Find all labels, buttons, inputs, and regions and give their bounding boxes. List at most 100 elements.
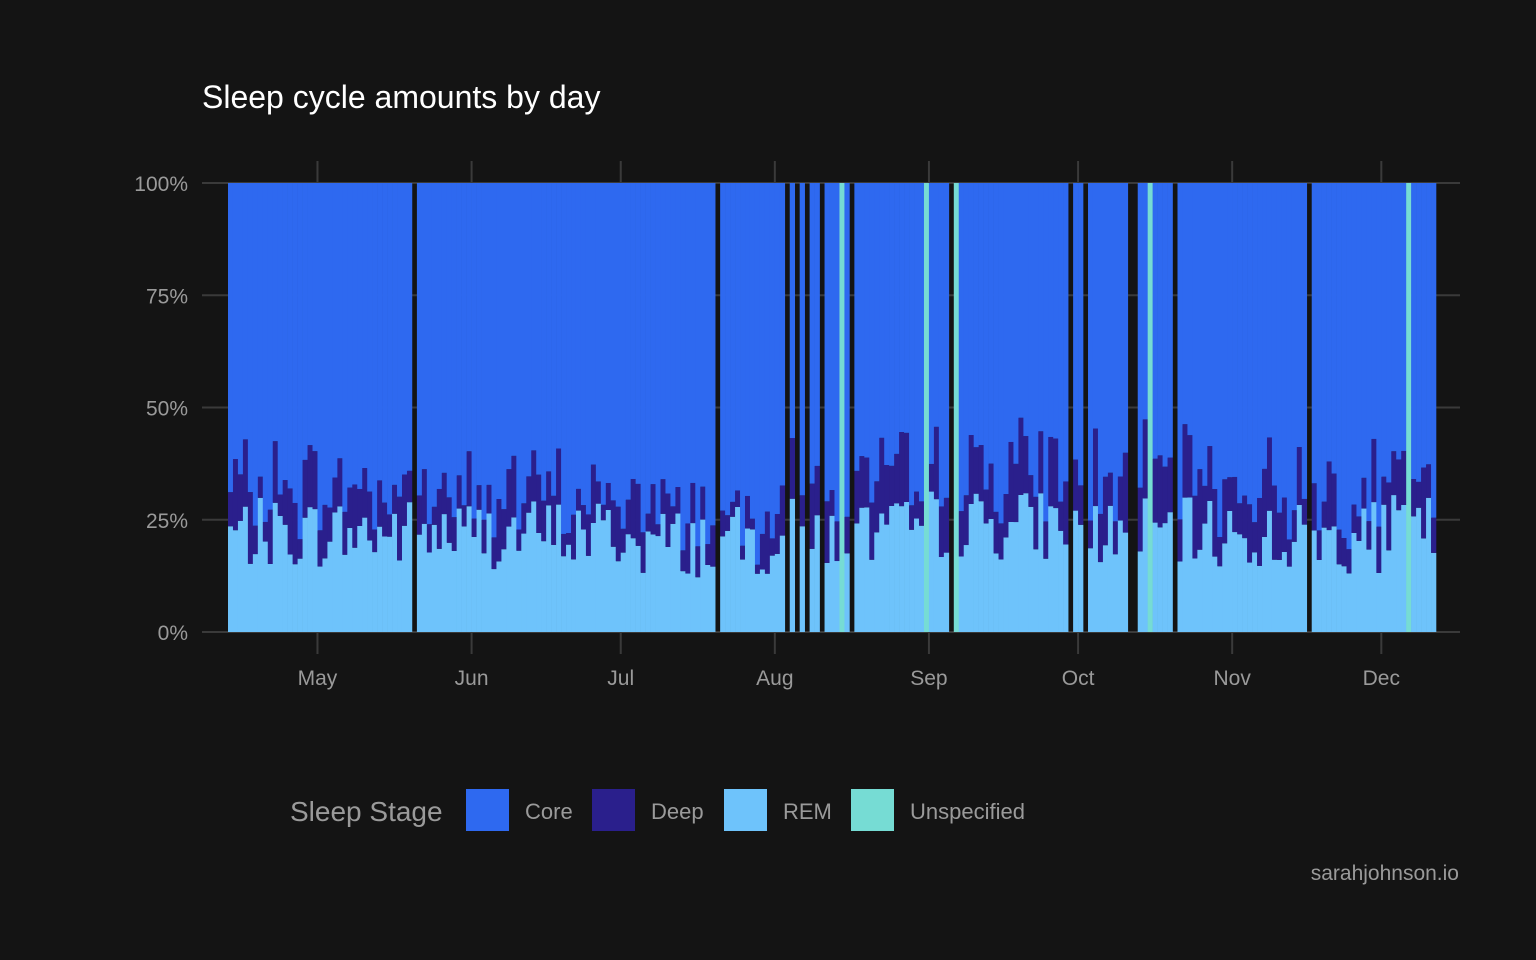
bar-core [571, 183, 577, 515]
bar-deep [456, 475, 462, 509]
bar-core [332, 183, 338, 478]
bar-deep [1301, 498, 1308, 525]
day-bar-2023-11-11 [1281, 183, 1288, 632]
bar-rem [312, 509, 318, 632]
bar-rem [1033, 549, 1039, 632]
bar-deep [1266, 437, 1273, 511]
bar-deep [1088, 520, 1094, 549]
bar-core [337, 183, 343, 459]
day-bar-2023-08-11 [824, 183, 830, 632]
day-bar-2023-06-10 [516, 183, 522, 632]
day-bar-2023-06-16 [546, 183, 552, 632]
bar-core [1326, 183, 1332, 462]
bar-deep [1276, 512, 1283, 560]
bar-deep [1381, 476, 1387, 505]
day-bar-2023-09-13 [988, 183, 994, 632]
day-bar-2023-07-09 [660, 183, 666, 632]
bar-rem [884, 524, 890, 632]
bar-rem [1177, 561, 1183, 632]
bar-rem [486, 513, 492, 632]
day-bar-2023-07-22 [725, 183, 731, 632]
bar-deep [307, 445, 313, 508]
bar-rem [1142, 498, 1148, 632]
day-bar-2023-11-03 [1242, 183, 1248, 632]
day-bar-2023-11-18 [1316, 183, 1322, 632]
bar-unspecified [1406, 183, 1412, 632]
bar-core [1177, 183, 1183, 520]
bar-deep [610, 500, 617, 547]
bar-core [720, 183, 726, 511]
bar-deep [774, 513, 781, 554]
day-bar-2023-06-18 [556, 183, 562, 632]
day-bar-2023-07-10 [665, 183, 671, 632]
bar-deep [625, 499, 631, 535]
bar-core [973, 183, 979, 448]
bar-deep [943, 497, 950, 553]
bar-core [665, 183, 671, 494]
bar-core [481, 183, 487, 520]
day-bar-2023-08-21 [874, 183, 880, 632]
bar-core [1117, 183, 1124, 477]
bar-core [277, 183, 283, 495]
bar-deep [834, 521, 840, 562]
bar-rem [531, 501, 537, 632]
day-bar-2023-11-10 [1276, 183, 1283, 632]
bar-core [735, 183, 741, 491]
bar-core [516, 183, 522, 530]
legend-title: Sleep Stage [290, 796, 443, 827]
bar-deep [1182, 424, 1188, 498]
day-bar-2023-07-25 [740, 183, 746, 632]
bar-rem [1117, 520, 1124, 632]
bar-deep [451, 517, 457, 551]
day-bar-2023-06-13 [531, 183, 537, 632]
legend-label-core: Core [525, 799, 573, 824]
bar-deep [1361, 477, 1367, 509]
day-bar-2023-07-23 [730, 183, 736, 632]
bar-rem [387, 536, 393, 632]
bar-deep [998, 523, 1004, 560]
bar-deep [749, 518, 756, 530]
day-bar-2023-07-21 [720, 183, 726, 632]
bar-rem [1058, 530, 1064, 632]
day-bar-2023-08-15 [844, 183, 850, 632]
bar-rem [680, 571, 686, 632]
bar-core [710, 183, 716, 526]
bar-core [1351, 183, 1357, 505]
x-tick-label-3: Aug [756, 667, 793, 690]
bar-deep [561, 533, 567, 557]
bar-deep [928, 463, 935, 492]
bar-core [829, 183, 835, 491]
bar-core [1167, 183, 1173, 458]
bar-core [1266, 183, 1273, 438]
bar-rem [1053, 508, 1059, 632]
bar-rem [740, 559, 746, 632]
bar-rem [441, 514, 448, 632]
bar-rem [456, 508, 462, 632]
bar-core [287, 183, 293, 489]
bar-rem [1107, 505, 1114, 632]
bar-deep [342, 511, 348, 555]
bar-rem [1192, 558, 1198, 632]
day-bar-2023-05-30 [461, 183, 467, 632]
y-tick-label-1: 25% [146, 510, 188, 533]
bar-core [1291, 183, 1298, 511]
bar-deep [779, 485, 786, 536]
bar-deep [357, 488, 363, 526]
bar-rem [1237, 534, 1243, 632]
bar-core [1058, 183, 1064, 502]
bar-rem [1217, 566, 1223, 632]
bar-core [1242, 183, 1248, 496]
bar-deep [521, 503, 527, 534]
bar-deep [789, 438, 796, 499]
day-bar-2023-11-12 [1286, 183, 1293, 632]
bar-rem [630, 538, 636, 632]
bar-deep [1237, 503, 1243, 535]
day-bar-2023-05-15 [387, 183, 393, 632]
bar-rem [1346, 573, 1352, 632]
day-bar-2023-10-30 [1222, 183, 1228, 632]
bar-deep [272, 441, 279, 503]
day-bar-2023-08-09 [814, 183, 820, 632]
day-bar-2023-09-26 [1053, 183, 1059, 632]
day-bar-2023-10-01 [1078, 183, 1084, 632]
bar-deep [287, 488, 293, 555]
